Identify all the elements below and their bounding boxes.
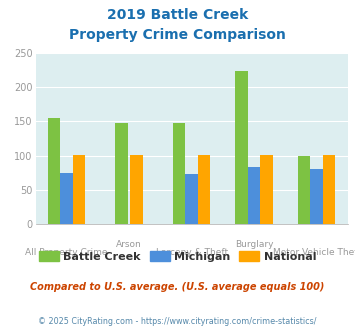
Bar — [235, 71, 248, 224]
Bar — [298, 156, 310, 224]
Bar — [185, 174, 198, 224]
Bar — [198, 155, 211, 224]
Bar — [323, 155, 335, 224]
Legend: Battle Creek, Michigan, National: Battle Creek, Michigan, National — [34, 247, 321, 266]
Text: Burglary: Burglary — [235, 240, 273, 248]
Text: Motor Vehicle Theft: Motor Vehicle Theft — [273, 248, 355, 257]
Bar — [73, 155, 86, 224]
Bar — [173, 123, 185, 224]
Bar — [131, 155, 143, 224]
Text: Arson: Arson — [116, 240, 142, 248]
Text: Compared to U.S. average. (U.S. average equals 100): Compared to U.S. average. (U.S. average … — [30, 282, 325, 292]
Bar — [310, 169, 323, 224]
Bar — [261, 155, 273, 224]
Bar — [60, 173, 73, 224]
Text: 2019 Battle Creek: 2019 Battle Creek — [107, 8, 248, 22]
Bar — [248, 167, 261, 224]
Text: Property Crime Comparison: Property Crime Comparison — [69, 28, 286, 42]
Bar — [115, 123, 128, 224]
Text: Larceny & Theft: Larceny & Theft — [155, 248, 228, 257]
Text: All Property Crime: All Property Crime — [26, 248, 108, 257]
Bar — [48, 118, 60, 224]
Text: © 2025 CityRating.com - https://www.cityrating.com/crime-statistics/: © 2025 CityRating.com - https://www.city… — [38, 317, 317, 326]
